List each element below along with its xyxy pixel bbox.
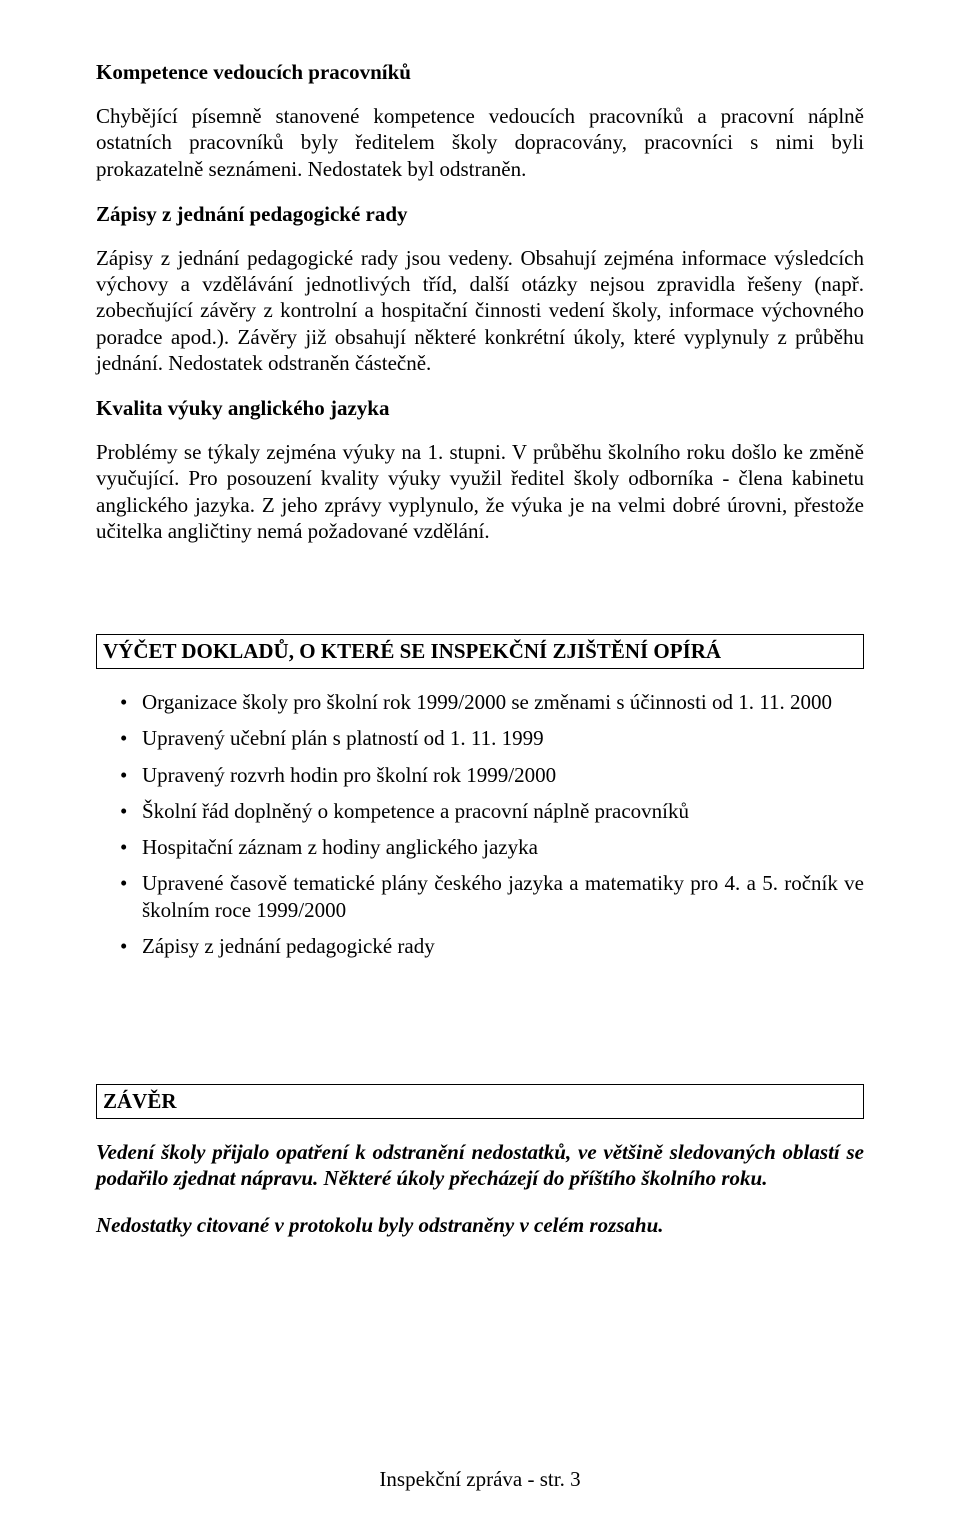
section-body-kompetence: Chybějící písemně stanovené kompetence v… <box>96 103 864 182</box>
section-title-kvalita: Kvalita výuky anglického jazyka <box>96 396 864 421</box>
section-body-zapisy: Zápisy z jednání pedagogické rady jsou v… <box>96 245 864 376</box>
list-item: Školní řád doplněný o kompetence a praco… <box>120 798 864 824</box>
section-title-kompetence: Kompetence vedoucích pracovníků <box>96 60 864 85</box>
list-item: Hospitační záznam z hodiny anglického ja… <box>120 834 864 860</box>
boxed-title-zaver: ZÁVĚR <box>96 1084 864 1119</box>
list-item: Zápisy z jednání pedagogické rady <box>120 933 864 959</box>
page-footer: Inspekční zpráva - str. 3 <box>0 1467 960 1492</box>
list-item: Upravený učební plán s platností od 1. 1… <box>120 725 864 751</box>
document-page: Kompetence vedoucích pracovníků Chybějíc… <box>0 0 960 1532</box>
spacer <box>96 979 864 1084</box>
boxed-title-vycet: VÝČET DOKLADŮ, O KTERÉ SE INSPEKČNÍ ZJIŠ… <box>96 634 864 669</box>
section-body-kvalita: Problémy se týkaly zejména výuky na 1. s… <box>96 439 864 544</box>
section-title-zapisy: Zápisy z jednání pedagogické rady <box>96 202 864 227</box>
spacer <box>96 564 864 634</box>
vycet-list: Organizace školy pro školní rok 1999/200… <box>96 689 864 959</box>
zaver-line-1: Vedení školy přijalo opatření k odstraně… <box>96 1139 864 1192</box>
list-item: Upravený rozvrh hodin pro školní rok 199… <box>120 762 864 788</box>
list-item: Upravené časově tematické plány českého … <box>120 870 864 923</box>
zaver-line-2: Nedostatky citované v protokolu byly ods… <box>96 1212 864 1238</box>
list-item: Organizace školy pro školní rok 1999/200… <box>120 689 864 715</box>
